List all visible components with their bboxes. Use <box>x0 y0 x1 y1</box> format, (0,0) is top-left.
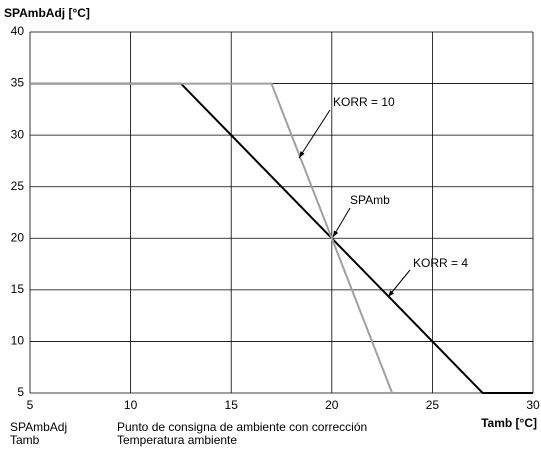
note-term: Tamb <box>10 433 40 447</box>
note-description: Punto de consigna de ambiente con correc… <box>117 420 367 434</box>
y-tick-label: 20 <box>11 230 25 244</box>
y-tick-label: 35 <box>11 76 25 90</box>
x-tick-label: 25 <box>426 398 440 412</box>
y-tick-label: 25 <box>11 179 25 193</box>
arrow-head <box>332 230 339 238</box>
x-axis-label: Tamb [°C] <box>481 416 537 430</box>
x-tick-label: 30 <box>526 398 540 412</box>
annotation: SPAmb <box>350 193 390 207</box>
series-line <box>30 82 394 394</box>
x-tick-label: 20 <box>325 398 339 412</box>
y-tick-label: 40 <box>11 24 25 38</box>
annotation-arrow <box>298 109 331 159</box>
y-tick-label: 30 <box>11 127 25 141</box>
y-tick-label: 10 <box>11 334 25 348</box>
note-term: SPAmbAdj <box>10 420 67 434</box>
arrow-head <box>299 151 305 158</box>
y-tick-label: 5 <box>17 385 24 399</box>
x-tick-label: 10 <box>124 398 138 412</box>
x-tick-label: 15 <box>225 398 239 412</box>
y-axis-label: SPAmbAdj [°C] <box>4 6 90 20</box>
series-label: KORR = 10 <box>333 95 395 109</box>
x-tick-label: 5 <box>27 398 34 412</box>
note-description: Temperatura ambiente <box>117 433 237 447</box>
arrow-head <box>388 290 395 297</box>
series-label: KORR = 4 <box>413 256 468 270</box>
y-tick-label: 15 <box>11 282 25 296</box>
